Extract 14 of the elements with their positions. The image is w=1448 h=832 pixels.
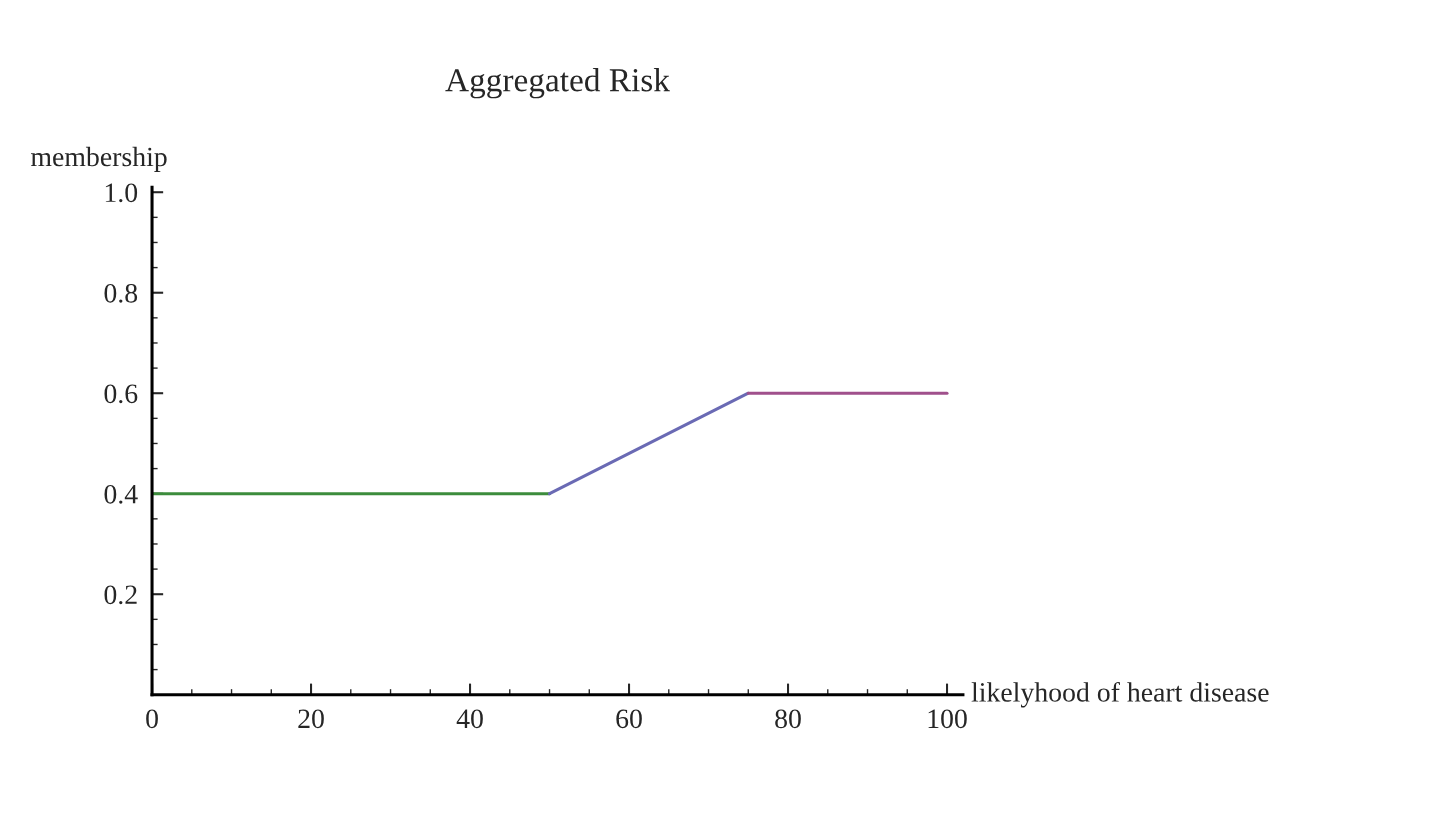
x-tick-label: 40 (456, 709, 483, 729)
y-axis-title: membership (30, 146, 167, 172)
y-tick-label: 0.8 (104, 283, 138, 303)
x-tick-label: 80 (775, 709, 801, 729)
x-tick-label: 20 (298, 709, 324, 729)
y-tick-label: 0.6 (104, 384, 138, 404)
y-tick-label: 0.2 (104, 585, 137, 605)
x-tick-label: 0 (146, 709, 158, 729)
y-tick-label: 1.0 (105, 183, 138, 203)
x-tick-label: 100 (928, 709, 967, 729)
x-axis-title: likelyhood of heart disease (971, 681, 1269, 708)
x-tick-label: 60 (616, 709, 642, 729)
y-tick-label: 0.4 (104, 484, 138, 504)
chart-title: Aggregated Risk (445, 68, 670, 99)
